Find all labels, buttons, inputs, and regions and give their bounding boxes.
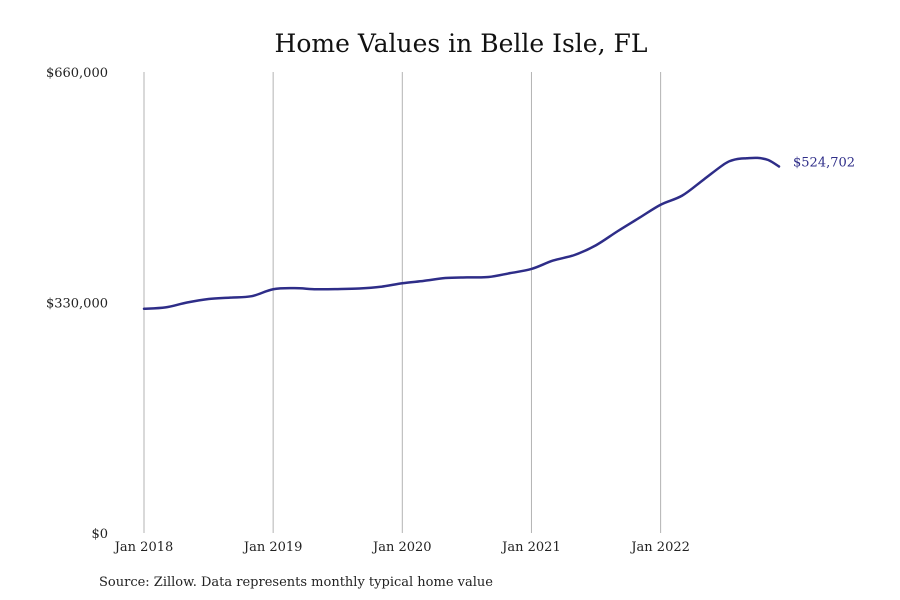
source-note: Source: Zillow. Data represents monthly …	[99, 575, 493, 590]
grid-layer	[143, 72, 662, 533]
end-value-label: $524,702	[793, 156, 855, 171]
x-tick-label: Jan 2018	[113, 540, 174, 555]
series-line-0	[142, 156, 781, 311]
chart-title: Home Values in Belle Isle, FL	[275, 29, 648, 58]
series-layer: $524,702	[142, 156, 855, 311]
x-tick-label: Jan 2020	[371, 540, 432, 555]
y-tick-label: $660,000	[46, 66, 108, 81]
y-tick-label: $330,000	[46, 297, 108, 312]
y-tick-label: $0	[91, 527, 108, 542]
x-tick-label: Jan 2021	[500, 540, 561, 555]
x-tick-label: Jan 2022	[629, 540, 690, 555]
axis-layer: Jan 2018 Jan 2019 Jan 2020 Jan 2021 Jan 2022…	[46, 66, 690, 555]
x-tick-label: Jan 2019	[242, 540, 303, 555]
